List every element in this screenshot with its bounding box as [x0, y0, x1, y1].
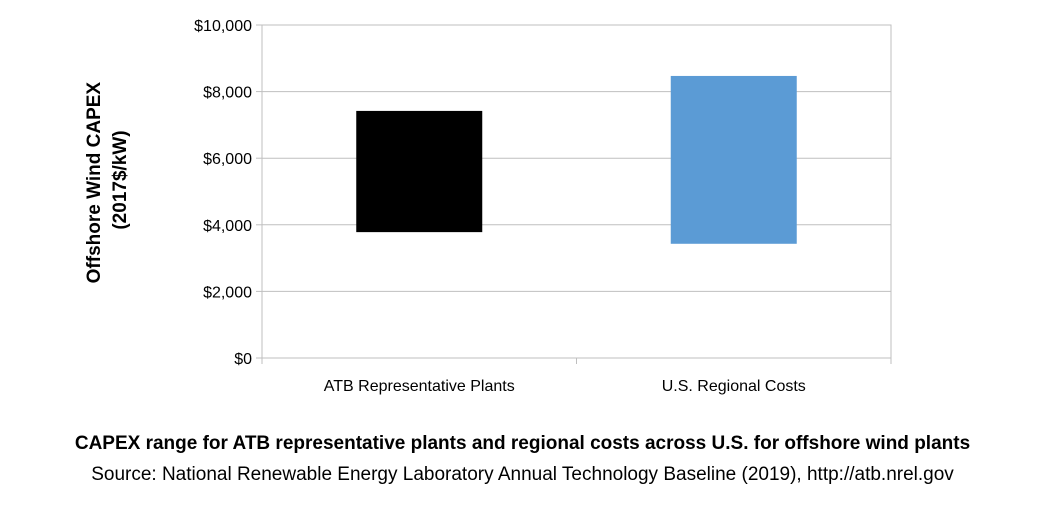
y-tick-label: $2,000 [203, 284, 252, 301]
x-category-label: U.S. Regional Costs [662, 378, 806, 395]
x-category-label: ATB Representative Plants [324, 378, 515, 395]
y-tick-label: $8,000 [203, 85, 252, 102]
y-tick-label: $0 [234, 351, 252, 368]
caption-title: CAPEX range for ATB representative plant… [74, 433, 971, 454]
range-bar [356, 110, 483, 233]
y-tick-label: $10,000 [194, 18, 252, 35]
y-tick-label: $6,000 [203, 151, 252, 168]
y-axis-label: Offshore Wind CAPEX (2017$/kW) [84, 77, 131, 284]
y-axis-label-line-1: Offshore Wind CAPEX [84, 82, 105, 284]
x-axis: ATB Representative Plants U.S. Regional C… [261, 357, 892, 395]
capex-chart: $0 $2,000 $4,000 $6,000 $8,000 $10,000 ATB Re… [84, 18, 892, 395]
range-bar [670, 75, 797, 244]
caption-source: Source: National Renewable Energy Labora… [91, 464, 954, 485]
y-axis-label-line-2: (2017$/kW) [110, 130, 131, 229]
y-tick-label: $4,000 [203, 218, 252, 235]
bars [356, 75, 797, 244]
y-axis-ticks: $0 $2,000 $4,000 $6,000 $8,000 $10,000 [194, 18, 262, 368]
